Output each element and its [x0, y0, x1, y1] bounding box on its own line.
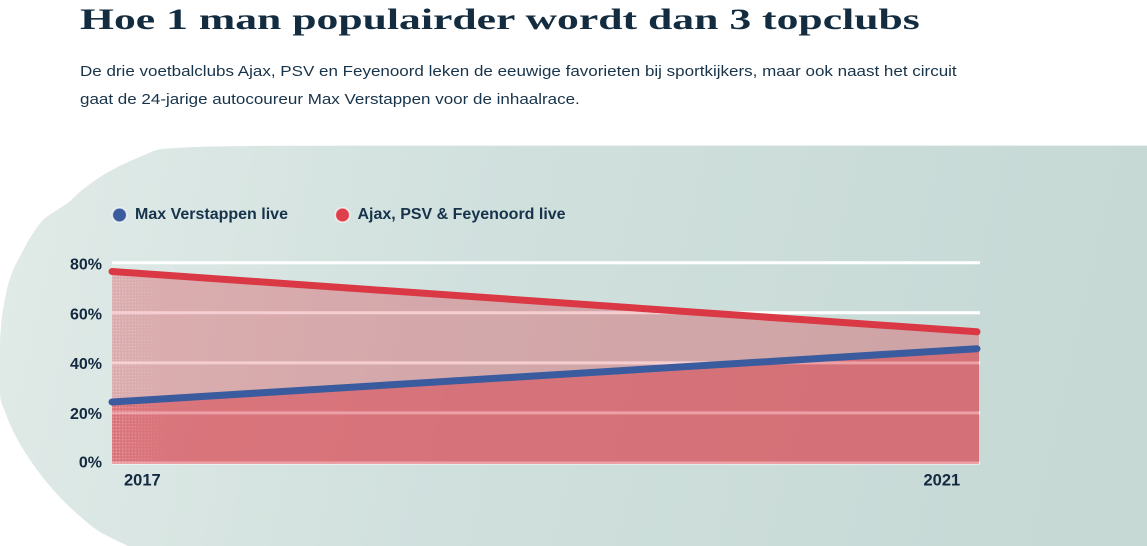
svg-text:Max Verstappen live: Max Verstappen live	[135, 206, 288, 223]
svg-text:0%: 0%	[79, 455, 102, 472]
svg-text:80%: 80%	[70, 257, 102, 274]
svg-text:40%: 40%	[70, 356, 102, 373]
svg-text:20%: 20%	[70, 406, 102, 423]
svg-text:2021: 2021	[924, 472, 961, 490]
svg-text:2017: 2017	[124, 472, 161, 490]
svg-text:60%: 60%	[70, 306, 102, 323]
svg-text:Ajax, PSV & Feyenoord live: Ajax, PSV & Feyenoord live	[358, 206, 566, 223]
